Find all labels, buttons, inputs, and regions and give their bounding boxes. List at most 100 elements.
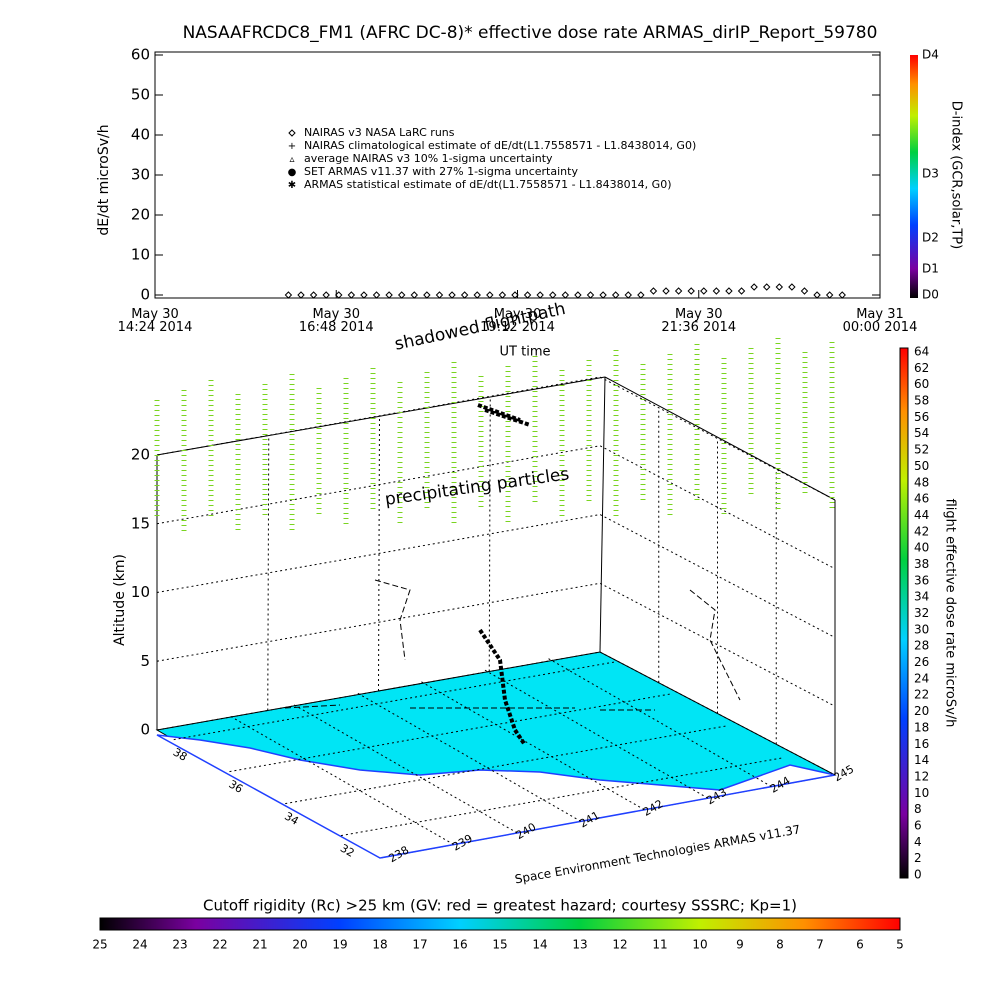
point <box>838 291 846 299</box>
point <box>649 287 658 295</box>
dose-tick-label: 22 <box>914 688 929 702</box>
dose-tick-label: 0 <box>914 868 922 882</box>
dose-tick-label: 6 <box>914 818 922 832</box>
rigidity-tick-label: 25 <box>92 938 107 952</box>
z-tick-label: 15 <box>131 514 150 532</box>
dose-colorbar-label: flight effective dose rate microSv/h <box>943 499 958 728</box>
legend-marker: ▵ <box>289 154 294 165</box>
d-index-tick-label: D2 <box>922 231 939 245</box>
legend-text: NAIRAS v3 NASA LaRC runs <box>304 126 455 139</box>
dose-tick-label: 30 <box>914 622 929 636</box>
dose-tick-label: 40 <box>914 541 929 555</box>
dose-tick-label: 50 <box>914 459 929 473</box>
coastline <box>156 734 836 859</box>
point <box>775 283 784 291</box>
point <box>674 287 683 295</box>
y-tick-label: 0 <box>140 286 150 304</box>
dose-tick-label: 56 <box>914 410 929 424</box>
point <box>712 287 721 295</box>
point <box>611 291 620 299</box>
legend-marker: + <box>288 141 296 152</box>
dose-tick-label: 48 <box>914 475 929 489</box>
point <box>813 291 821 299</box>
y-tick-label: 30 <box>131 166 150 184</box>
z-axis-label: Altitude (km) <box>112 554 128 646</box>
point <box>800 287 809 295</box>
point <box>385 291 393 299</box>
dose-tick-label: 18 <box>914 720 929 734</box>
wall-grid <box>267 435 270 711</box>
rigidity-tick-label: 14 <box>532 938 547 952</box>
z-tick-label: 10 <box>131 583 150 601</box>
flight-path <box>477 403 531 747</box>
y-tick-label: 40 <box>131 126 150 144</box>
rigidity-colorbar-label: Cutoff rigidity (Rc) >25 km (GV: red = g… <box>203 897 797 915</box>
point <box>624 291 632 299</box>
grid-line <box>156 445 836 570</box>
x-tick-label: May 30 14:24 2014 <box>117 307 193 335</box>
point <box>284 291 293 299</box>
grid-line <box>156 513 836 638</box>
z-tick-label: 20 <box>131 446 150 464</box>
grid-line <box>156 651 836 776</box>
dose-tick-label: 10 <box>914 786 929 800</box>
dose-tick-label: 26 <box>914 655 929 669</box>
y-tick-label: 60 <box>131 46 150 64</box>
point <box>750 283 758 291</box>
x-tick-label: May 30 19:12 2014 <box>480 307 555 335</box>
dose-tick-label: 8 <box>914 802 922 816</box>
point <box>435 291 444 299</box>
rigidity-tick-label: 7 <box>816 938 824 952</box>
point <box>662 287 670 295</box>
dose-tick-label: 46 <box>914 492 929 506</box>
rigidity-tick-label: 13 <box>572 938 587 952</box>
point <box>448 291 456 299</box>
rigidity-tick-label: 20 <box>292 938 307 952</box>
wall-grid <box>488 396 491 672</box>
d-index-tick-label: D0 <box>922 288 939 302</box>
dose-tick-label: 12 <box>914 769 929 783</box>
x-tick-label: May 30 21:36 2014 <box>661 307 737 335</box>
point <box>700 287 708 295</box>
dose-tick-label: 44 <box>914 508 929 522</box>
dose-tick-label: 28 <box>914 639 929 653</box>
dose-tick-label: 52 <box>914 443 929 457</box>
rigidity-tick-label: 22 <box>212 938 227 952</box>
dose-tick-label: 64 <box>914 345 929 359</box>
point <box>372 291 381 299</box>
point <box>397 291 406 299</box>
d-index-colorbar <box>910 55 918 298</box>
rigidity-tick-label: 23 <box>172 938 187 952</box>
dose-tick-label: 24 <box>914 671 929 685</box>
shadow-path <box>284 579 741 711</box>
point <box>788 283 796 291</box>
rigidity-tick-label: 19 <box>332 938 347 952</box>
rigidity-tick-label: 17 <box>412 938 427 952</box>
credit: Space Environment Technologies ARMAS v11… <box>514 822 802 886</box>
d-index-label: D-index (GCR,solar,TP) <box>949 101 964 249</box>
point <box>725 287 733 295</box>
rigidity-tick-label: 21 <box>252 938 267 952</box>
grid-line <box>156 582 836 707</box>
point <box>511 291 519 299</box>
dose-tick-label: 14 <box>914 753 929 767</box>
dose-tick-label: 58 <box>914 394 929 408</box>
point <box>536 291 544 299</box>
dose-tick-label: 60 <box>914 377 929 391</box>
dose-tick-label: 4 <box>914 835 922 849</box>
dose-tick-label: 36 <box>914 573 929 587</box>
y-tick-label: 32 <box>338 842 357 860</box>
x-tick-label: May 30 16:48 2014 <box>298 307 374 335</box>
point <box>586 291 595 299</box>
point <box>737 287 746 295</box>
y-tick-label: 36 <box>226 778 245 796</box>
legend-marker: ✱ <box>288 180 296 191</box>
grid-line <box>156 376 836 501</box>
point <box>687 287 695 295</box>
rigidity-tick-label: 11 <box>652 938 667 952</box>
point <box>473 291 481 299</box>
point <box>423 291 431 299</box>
dose-tick-label: 54 <box>914 426 929 440</box>
point <box>825 291 834 299</box>
